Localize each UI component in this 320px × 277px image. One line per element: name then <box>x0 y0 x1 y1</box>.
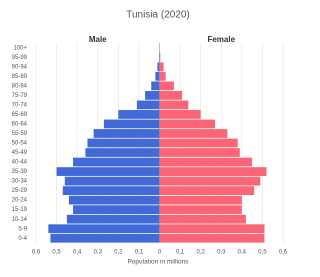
x-tick-label: 0,4 <box>238 250 247 256</box>
y-tick-label: 5-9 <box>18 226 27 232</box>
x-tick-label: 0,5 <box>258 250 267 256</box>
bar <box>159 176 261 186</box>
bar <box>48 224 160 234</box>
bar <box>85 148 160 157</box>
bar <box>159 157 253 167</box>
y-tick-label: 55-59 <box>12 131 28 137</box>
bar <box>159 205 242 215</box>
y-tick-label: 75-79 <box>12 93 28 99</box>
y-tick-label: 0-4 <box>18 236 27 242</box>
bar <box>159 71 166 81</box>
bar <box>157 62 160 72</box>
bar <box>159 195 242 205</box>
bar <box>64 176 160 186</box>
bar <box>136 100 160 110</box>
bar <box>155 71 160 81</box>
bar <box>159 110 201 119</box>
y-tick-label: 40-44 <box>12 160 28 166</box>
bar <box>159 91 183 100</box>
bar <box>73 205 160 215</box>
bar <box>66 214 160 224</box>
y-tick-label: 10-14 <box>12 217 28 223</box>
y-tick-label: 80-84 <box>12 83 28 89</box>
y-tick-label: 85-89 <box>12 74 28 80</box>
x-tick-label: 0,1 <box>135 250 144 256</box>
y-tick-label: 45-49 <box>12 150 28 156</box>
bar <box>159 214 246 224</box>
bar <box>159 138 238 148</box>
bar <box>159 224 265 234</box>
bar <box>159 100 189 110</box>
x-tick-label: 0,3 <box>217 250 226 256</box>
x-tick-label: 0,3 <box>94 250 103 256</box>
y-tick-label: 65-69 <box>12 112 28 118</box>
y-tick-label: 35-39 <box>12 169 28 175</box>
y-tick-label: 60-64 <box>12 122 28 128</box>
bar <box>159 119 216 129</box>
x-tick-label: 0,2 <box>114 250 123 256</box>
bar <box>159 129 228 138</box>
y-tick-label: 70-74 <box>12 102 28 108</box>
chart-title: Tunisia (2020) <box>126 10 190 21</box>
legend-label: Female <box>207 35 235 44</box>
bar <box>159 167 267 176</box>
bar <box>118 110 160 119</box>
bar <box>62 186 160 195</box>
x-tick-label: 0,6 <box>32 250 41 256</box>
x-tick-label: 0,4 <box>73 250 82 256</box>
bar <box>50 233 160 243</box>
y-tick-label: 50-54 <box>12 141 28 147</box>
y-tick-label: 15-19 <box>12 207 28 213</box>
bar <box>103 119 160 129</box>
y-tick-label: 25-29 <box>12 188 28 194</box>
bar <box>73 157 160 167</box>
bar <box>68 195 160 205</box>
y-tick-label: 20-24 <box>12 198 28 204</box>
bar <box>145 91 160 100</box>
bar <box>159 62 164 72</box>
x-axis-label: Population in millions <box>127 259 189 266</box>
chart: Tunisia (2020) Population in millions 0,… <box>12 10 288 266</box>
bar <box>159 81 174 91</box>
x-tick-label: 0,6 <box>279 250 288 256</box>
y-tick-label: 95-99 <box>12 55 28 61</box>
y-tick-label: 30-34 <box>12 179 28 185</box>
bar <box>87 138 160 148</box>
bar <box>159 186 255 195</box>
y-tick-label: 100+ <box>13 45 27 51</box>
legend-label: Male <box>89 35 107 44</box>
bar <box>159 233 265 243</box>
x-tick-label: 0,5 <box>52 250 61 256</box>
bar <box>159 52 161 62</box>
x-tick-label: 0,1 <box>176 250 185 256</box>
bar <box>151 81 160 91</box>
bar <box>93 129 160 138</box>
bar <box>159 148 240 157</box>
x-tick-label: 0,2 <box>196 250 205 256</box>
y-tick-label: 90-94 <box>12 64 28 70</box>
x-tick-label: 0 <box>158 250 162 256</box>
bar <box>56 167 160 176</box>
